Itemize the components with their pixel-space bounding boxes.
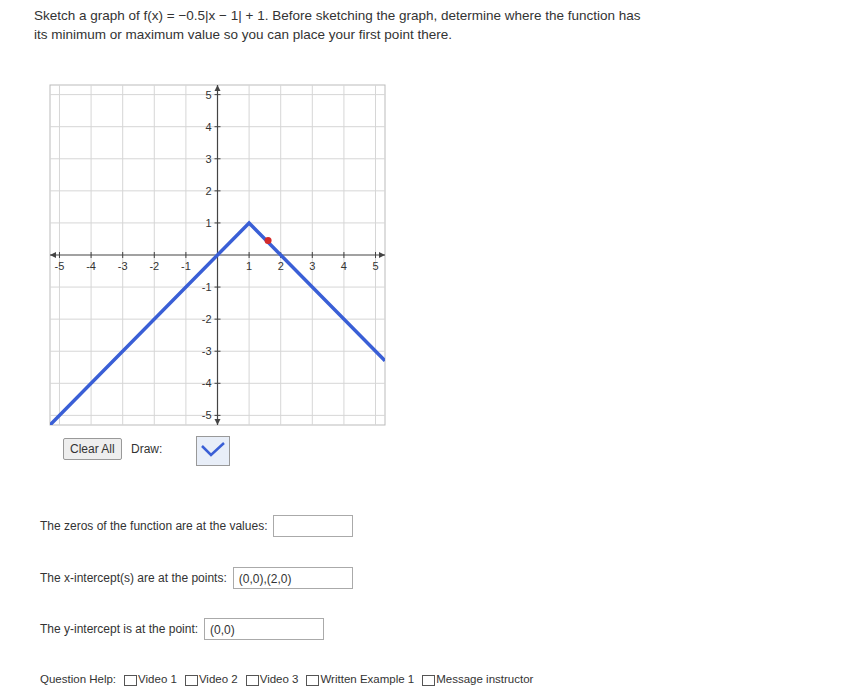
grid-line — [91, 85, 92, 425]
axis-arrow — [50, 252, 56, 258]
tick — [215, 415, 221, 416]
tick — [91, 252, 92, 258]
tick — [375, 252, 376, 258]
tick-label: 3 — [205, 153, 211, 165]
tick-label: -1 — [181, 260, 191, 272]
answer-label: The y-intercept is at the point: — [40, 622, 198, 636]
link-icon — [306, 675, 319, 686]
axis-arrow — [379, 252, 385, 258]
question-text: Sketch a graph of f(x) = −0.5|x − 1| + 1… — [34, 8, 641, 23]
tick — [215, 222, 221, 223]
grid-line — [312, 85, 313, 425]
plot-frame — [50, 85, 385, 425]
tick-label: 2 — [278, 260, 284, 272]
grid-line — [50, 351, 385, 352]
point — [265, 237, 272, 244]
tick-label: -2 — [202, 313, 212, 325]
help-link[interactable]: Video 2 — [199, 673, 238, 685]
grid-line — [59, 85, 60, 425]
axis-arrow — [215, 419, 221, 425]
help-link[interactable]: Video 3 — [260, 673, 299, 685]
drawn-line — [50, 223, 385, 425]
draw-tool[interactable] — [196, 436, 230, 466]
tick — [122, 252, 123, 258]
tick — [215, 126, 221, 127]
tick — [185, 252, 186, 258]
clear-button[interactable]: Clear All — [63, 438, 122, 460]
tick — [215, 383, 221, 384]
tick-label: -1 — [202, 281, 212, 293]
help-link[interactable]: Video 1 — [138, 673, 177, 685]
grid-line — [50, 287, 385, 288]
tick-label: 1 — [246, 260, 252, 272]
graph[interactable]: -5 -4 -3 -2 -1 1 2 3 4 5 -5 -4 -3 -2 -1 1 2 3 4 5 — [0, 0, 857, 697]
link-icon — [185, 675, 198, 686]
answer-box[interactable]: (0,0) — [204, 618, 324, 640]
tick-label: -3 — [118, 260, 128, 272]
axis-arrow — [215, 85, 221, 91]
grid-line — [154, 85, 155, 425]
tick-label: -4 — [202, 377, 212, 389]
grid-line — [249, 85, 250, 425]
link-icon — [124, 675, 137, 686]
tick-label: 4 — [205, 121, 211, 133]
tick-label: -2 — [149, 260, 159, 272]
tick-label: -5 — [202, 409, 212, 421]
tick — [312, 252, 313, 258]
tick-label: -3 — [202, 345, 212, 357]
tick — [215, 287, 221, 288]
answer-box[interactable]: (0,0),(2,0) — [233, 567, 353, 589]
tick-label: 5 — [372, 260, 378, 272]
tick-label: 2 — [205, 185, 211, 197]
grid-line — [375, 85, 376, 425]
grid-line — [50, 222, 385, 223]
link-icon — [246, 675, 259, 686]
grid-line — [185, 85, 186, 425]
answer-label: The x-intercept(s) are at the points: — [40, 571, 227, 585]
question-text: its minimum or maximum value so you can … — [34, 27, 452, 42]
grid-line — [50, 158, 385, 159]
tick — [215, 94, 221, 95]
grid-line — [50, 319, 385, 320]
grid-line — [50, 415, 385, 416]
answer-label: The zeros of the function are at the val… — [40, 519, 267, 533]
grid-line — [50, 190, 385, 191]
help-link[interactable]: Message instructor — [436, 673, 533, 685]
tick — [215, 158, 221, 159]
tick — [215, 190, 221, 191]
tick — [215, 351, 221, 352]
tick-label: 4 — [341, 260, 347, 272]
tick — [59, 252, 60, 258]
tick-label: -5 — [55, 260, 65, 272]
tick-label: 3 — [309, 260, 315, 272]
tick-label: 1 — [205, 217, 211, 229]
grid-line — [50, 383, 385, 384]
tick — [215, 319, 221, 320]
help-link[interactable]: Written Example 1 — [320, 673, 414, 685]
answer-box[interactable] — [273, 515, 353, 537]
tick-label: 5 — [205, 89, 211, 101]
grid-line — [343, 85, 344, 425]
tick — [154, 252, 155, 258]
tick-label: -4 — [86, 260, 96, 272]
grid-line — [122, 85, 123, 425]
grid-line — [50, 126, 385, 127]
link-icon — [422, 675, 435, 686]
draw-label: Draw: — [131, 442, 162, 456]
tick — [343, 252, 344, 258]
grid-line — [50, 94, 385, 95]
help-label: Question Help: — [40, 673, 116, 685]
tick — [249, 252, 250, 258]
